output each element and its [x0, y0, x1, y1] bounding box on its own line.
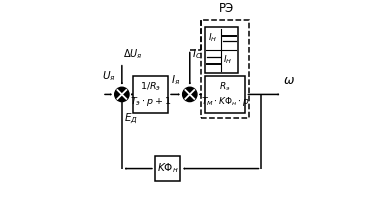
- Circle shape: [182, 87, 197, 102]
- Text: $I_я$: $I_я$: [171, 73, 180, 87]
- Bar: [205, 76, 245, 113]
- Text: $U_я$: $U_я$: [102, 69, 116, 83]
- Text: $1/R_э$: $1/R_э$: [140, 81, 161, 93]
- Text: $I_H$: $I_H$: [223, 54, 232, 66]
- Text: $I_С$: $I_С$: [192, 47, 202, 61]
- Bar: [205, 27, 238, 73]
- Bar: [133, 76, 168, 113]
- Text: $R_э$: $R_э$: [219, 81, 231, 93]
- Text: $T_э\cdot p+1$: $T_э\cdot p+1$: [130, 96, 171, 109]
- Bar: [155, 156, 180, 181]
- Circle shape: [115, 87, 129, 102]
- Text: $T_М\cdot K\Phi_н\cdot p$: $T_М\cdot K\Phi_н\cdot p$: [201, 96, 249, 109]
- Text: $K\Phi_н$: $K\Phi_н$: [157, 162, 179, 175]
- Bar: [201, 20, 249, 118]
- Text: $E_Д$: $E_Д$: [124, 111, 138, 125]
- Text: $\omega$: $\omega$: [283, 74, 295, 87]
- Text: РЭ: РЭ: [219, 2, 234, 15]
- Text: $I_H$: $I_H$: [208, 31, 217, 44]
- Text: $\Delta U_я$: $\Delta U_я$: [123, 47, 142, 61]
